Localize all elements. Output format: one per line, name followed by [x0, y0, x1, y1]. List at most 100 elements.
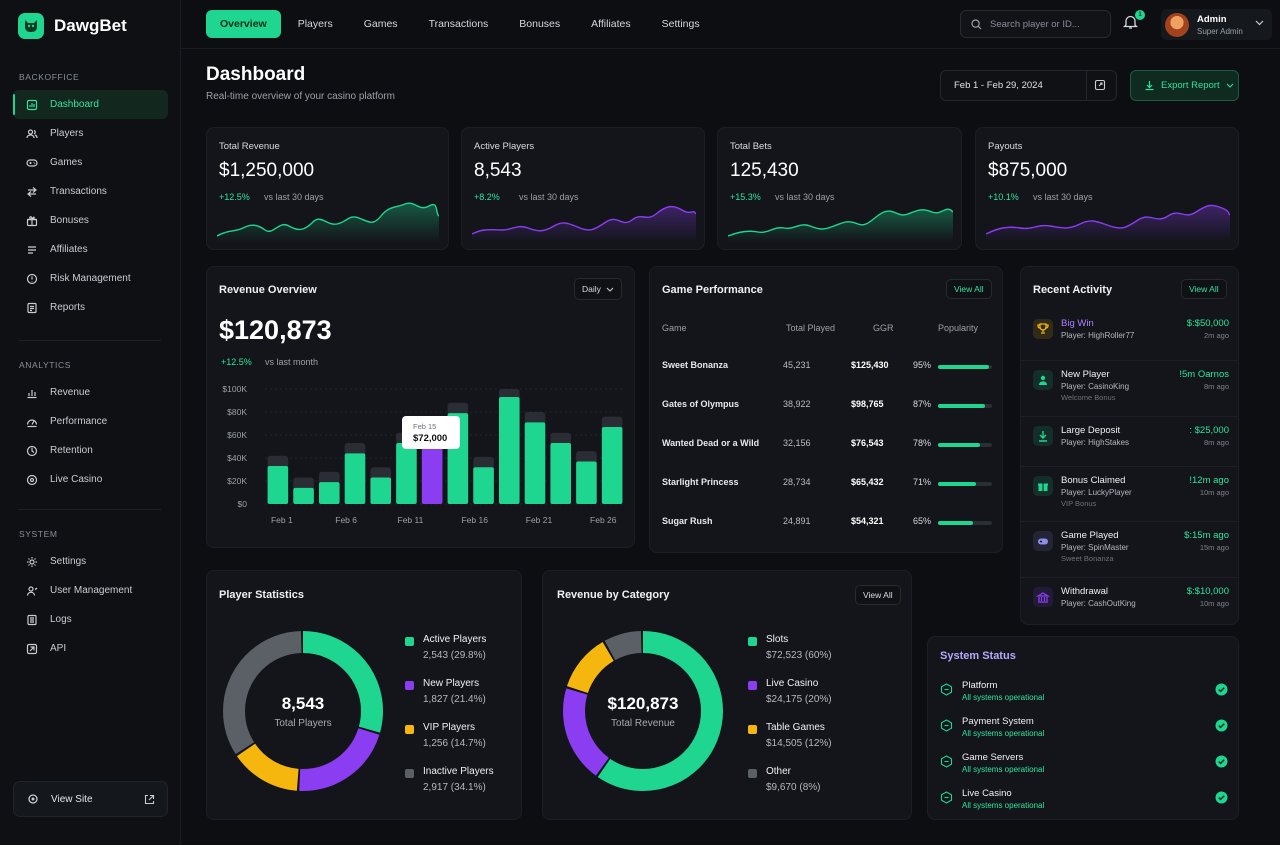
tab-games[interactable]: Games — [363, 18, 398, 30]
brand-logo[interactable]: DawgBet — [18, 13, 127, 39]
sparkline — [472, 205, 696, 242]
activity-item[interactable]: Game Played Player: SpinMaster Sweet Bonan… — [1031, 529, 1229, 569]
top-tabs: Overview Players Games Transactions Bonu… — [206, 10, 717, 38]
sidebar-item-players[interactable]: Players — [13, 119, 168, 148]
sidebar-item-revenue[interactable]: Revenue — [13, 378, 168, 407]
activity-title: Big Win — [1061, 318, 1094, 329]
sidebar-item-affiliates[interactable]: Affiliates — [13, 235, 168, 264]
activity-value: $:15m ago — [1184, 530, 1229, 541]
popularity-value: 87% — [913, 399, 932, 409]
nav-heading: SYSTEM — [19, 529, 58, 539]
sidebar: DawgBet BACKOFFICE Dashboard Players Games… — [0, 0, 181, 845]
game-name: Gates of Olympus — [662, 399, 740, 409]
tooltip-date: Feb 15 — [413, 422, 437, 431]
sidebar-item-label: Reports — [50, 302, 86, 313]
table-row[interactable]: Wanted Dead or a Wild 32,156 $76,543 78% — [662, 438, 994, 452]
server-status-icon — [940, 719, 953, 732]
bar — [396, 443, 417, 504]
ggr-value: $125,430 — [851, 360, 889, 370]
kpi-card-total-bets: Total Bets 125,430 +15.3% vs last 30 day… — [717, 127, 962, 250]
activity-time: 8m ago — [1203, 382, 1229, 391]
gift-icon — [26, 215, 38, 226]
revenue-total: $120,873 — [219, 315, 332, 345]
date-range-value: Feb 1 - Feb 29, 2024 — [954, 80, 1043, 91]
sidebar-item-label: Settings — [50, 556, 87, 567]
sidebar-item-performance[interactable]: Performance — [13, 407, 168, 436]
table-row[interactable]: Starlight Princess 28,734 $65,432 71% — [662, 477, 994, 491]
user-menu[interactable]: Admin Super Admin — [1161, 9, 1272, 40]
top-bar: Overview Players Games Transactions Bonu… — [181, 0, 1280, 49]
view-all-button[interactable]: View All — [855, 585, 901, 605]
ggr-value: $98,765 — [851, 399, 884, 409]
sidebar-item-label: Risk Management — [50, 273, 131, 284]
y-tick-label: $100K — [222, 384, 247, 394]
notifications-button[interactable]: 1 — [1122, 10, 1145, 35]
status-name: Game Servers — [962, 752, 1024, 763]
tab-settings[interactable]: Settings — [661, 18, 700, 30]
search-input[interactable] — [990, 18, 1105, 30]
activity-player: Player: LuckyPlayer — [1061, 488, 1132, 497]
performance-icon — [26, 418, 38, 427]
sidebar-item-label: Logs — [50, 614, 72, 625]
kpi-card-active-players: Active Players 8,543 +8.2% vs last 30 da… — [461, 127, 705, 250]
date-range-picker[interactable]: Feb 1 - Feb 29, 2024 — [940, 70, 1117, 101]
tab-transactions[interactable]: Transactions — [428, 18, 489, 30]
nav-heading: ANALYTICS — [19, 360, 72, 370]
activity-item[interactable]: Withdrawal Player: CashOutKing $:$10,000 10… — [1031, 585, 1229, 625]
sidebar-item-retention[interactable]: Retention — [13, 436, 168, 465]
popularity-bar — [938, 521, 992, 525]
bar — [576, 461, 597, 504]
view-all-button[interactable]: View All — [1181, 279, 1227, 299]
activity-player: Player: HighStakes — [1061, 438, 1130, 447]
sparkline — [728, 208, 953, 242]
tab-bonuses[interactable]: Bonuses — [519, 18, 561, 30]
view-all-button[interactable]: View All — [946, 279, 992, 299]
sidebar-item-reports[interactable]: Reports — [13, 293, 168, 322]
activity-icon — [1033, 319, 1053, 339]
x-tick-label: Feb 6 — [335, 515, 357, 525]
kpi-label: Active Players — [474, 141, 535, 152]
total-played: 45,231 — [783, 360, 811, 370]
sidebar-item-bonuses[interactable]: Bonuses — [13, 206, 168, 235]
nav-section-system: SYSTEM Settings User Management Logs API — [0, 529, 181, 663]
activity-item[interactable]: Big Win Player: HighRoller77 $:$50,000 2m a… — [1031, 317, 1229, 357]
bar — [473, 467, 494, 504]
sidebar-item-logs[interactable]: Logs — [13, 605, 168, 634]
sidebar-item-transactions[interactable]: Transactions — [13, 177, 168, 206]
y-tick-label: $0 — [238, 499, 248, 509]
sidebar-item-settings[interactable]: Settings — [13, 547, 168, 576]
view-site-button[interactable]: View Site — [13, 781, 168, 817]
legend-swatch — [748, 725, 757, 734]
table-row[interactable]: Sweet Bonanza 45,231 $125,430 95% — [662, 360, 994, 374]
activity-item[interactable]: New Player Player: CasinoKing Welcome Bonu… — [1031, 368, 1229, 408]
activity-time: 15m ago — [1199, 543, 1229, 552]
activity-item[interactable]: Large Deposit Player: HighStakes: $25,000… — [1031, 424, 1229, 464]
tab-players[interactable]: Players — [297, 18, 333, 30]
sidebar-item-user-management[interactable]: User Management — [13, 576, 168, 605]
tab-overview[interactable]: Overview — [206, 10, 281, 38]
player-statistics-card: Player Statistics 8,543 Total Players Ac… — [206, 570, 522, 820]
table-row[interactable]: Sugar Rush 24,891 $54,321 65% — [662, 516, 994, 530]
sidebar-item-live-casino[interactable]: Live Casino — [13, 465, 168, 494]
table-row[interactable]: Gates of Olympus 38,922 $98,765 87% — [662, 399, 994, 413]
activity-title: Large Deposit — [1061, 425, 1121, 436]
sidebar-item-dashboard[interactable]: Dashboard — [13, 90, 168, 119]
activity-title: Withdrawal — [1061, 586, 1108, 597]
donut-segment — [563, 631, 723, 791]
sidebar-item-label: Games — [50, 157, 83, 168]
period-select[interactable]: Daily — [574, 278, 622, 300]
donut-center-label: Total Players — [274, 718, 332, 729]
search-box[interactable] — [960, 10, 1111, 38]
sidebar-item-games[interactable]: Games — [13, 148, 168, 177]
bar — [319, 482, 340, 504]
status-name: Live Casino — [962, 788, 1012, 799]
sidebar-item-risk-management[interactable]: Risk Management — [13, 264, 168, 293]
activity-detail: VIP Bonus — [1061, 499, 1097, 508]
kpi-value: $875,000 — [988, 160, 1068, 181]
trophy-icon — [1037, 323, 1049, 334]
activity-item[interactable]: Bonus Claimed Player: LuckyPlayer VIP Bonu… — [1031, 474, 1229, 514]
export-report-button[interactable]: Export Report — [1130, 70, 1239, 101]
sidebar-item-api[interactable]: API — [13, 634, 168, 663]
tab-affiliates[interactable]: Affiliates — [591, 18, 631, 30]
kpi-comparison: vs last 30 days — [264, 192, 324, 202]
